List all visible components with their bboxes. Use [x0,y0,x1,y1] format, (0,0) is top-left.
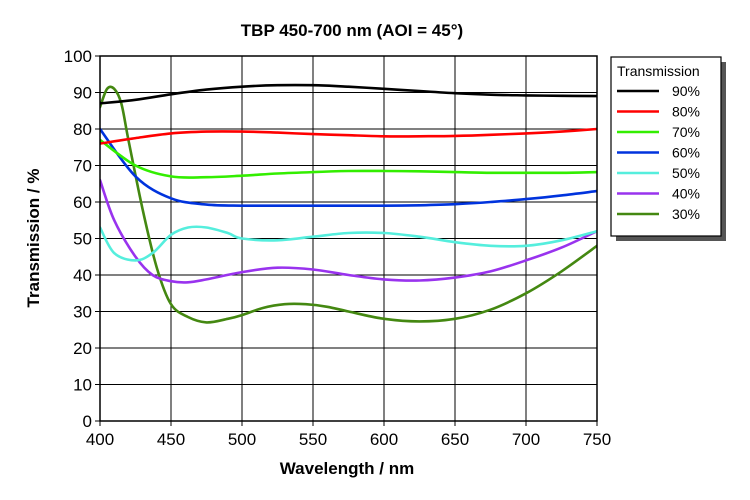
y-tick-label: 30 [73,303,92,322]
y-tick-label: 10 [73,376,92,395]
y-tick-label: 20 [73,339,92,358]
y-tick-label: 60 [73,193,92,212]
legend-label: 40% [672,186,700,202]
legend-item: 40% [617,186,700,202]
y-tick-label: 50 [73,230,92,249]
x-tick-label: 750 [583,430,611,449]
legend-label: 60% [672,145,700,161]
chart-title: TBP 450-700 nm (AOI = 45°) [241,21,463,40]
legend-label: 70% [672,124,700,140]
y-tick-label: 0 [83,412,92,431]
y-axis-ticks: 0 10 20 30 40 50 60 70 80 90 100 [64,47,100,431]
series-line-70pct [100,138,597,179]
series-line-40pct [100,178,597,284]
legend-item: 90% [617,83,700,99]
legend-item: 50% [617,165,700,181]
y-tick-label: 90 [73,84,92,103]
legend-box [610,56,722,237]
x-tick-label: 650 [441,430,469,449]
grid [99,55,598,422]
series-line-90pct [100,83,597,105]
plot-series [100,83,597,324]
x-axis-label: Wavelength / nm [280,459,414,478]
legend-item: 80% [617,104,700,120]
x-tick-label: 550 [299,430,327,449]
y-tick-label: 80 [73,120,92,139]
series-line-80pct [100,127,597,145]
legend: Transmission 90% 80% 70% 60% 50% 40% 30% [610,56,726,241]
x-tick-label: 700 [512,430,540,449]
legend-item: 60% [617,145,700,161]
y-tick-label: 70 [73,157,92,176]
legend-item: 70% [617,124,700,140]
series-line-60pct [100,127,597,208]
legend-item: 30% [617,206,700,222]
series-line-50pct [100,225,597,262]
series-line-30pct [100,85,597,324]
legend-items: 90% 80% 70% 60% 50% 40% 30% [617,83,700,222]
legend-label: 30% [672,206,700,222]
y-tick-label: 40 [73,266,92,285]
legend-title: Transmission [617,63,700,79]
legend-label: 90% [672,83,700,99]
legend-label: 80% [672,104,700,120]
x-tick-label: 600 [370,430,398,449]
y-tick-label: 100 [64,47,92,66]
x-tick-label: 450 [157,430,185,449]
x-axis-ticks: 400 450 500 550 600 650 700 750 [86,421,611,449]
x-tick-label: 500 [228,430,256,449]
y-axis-label: Transmission / % [24,169,43,308]
x-tick-label: 400 [86,430,114,449]
legend-label: 50% [672,165,700,181]
